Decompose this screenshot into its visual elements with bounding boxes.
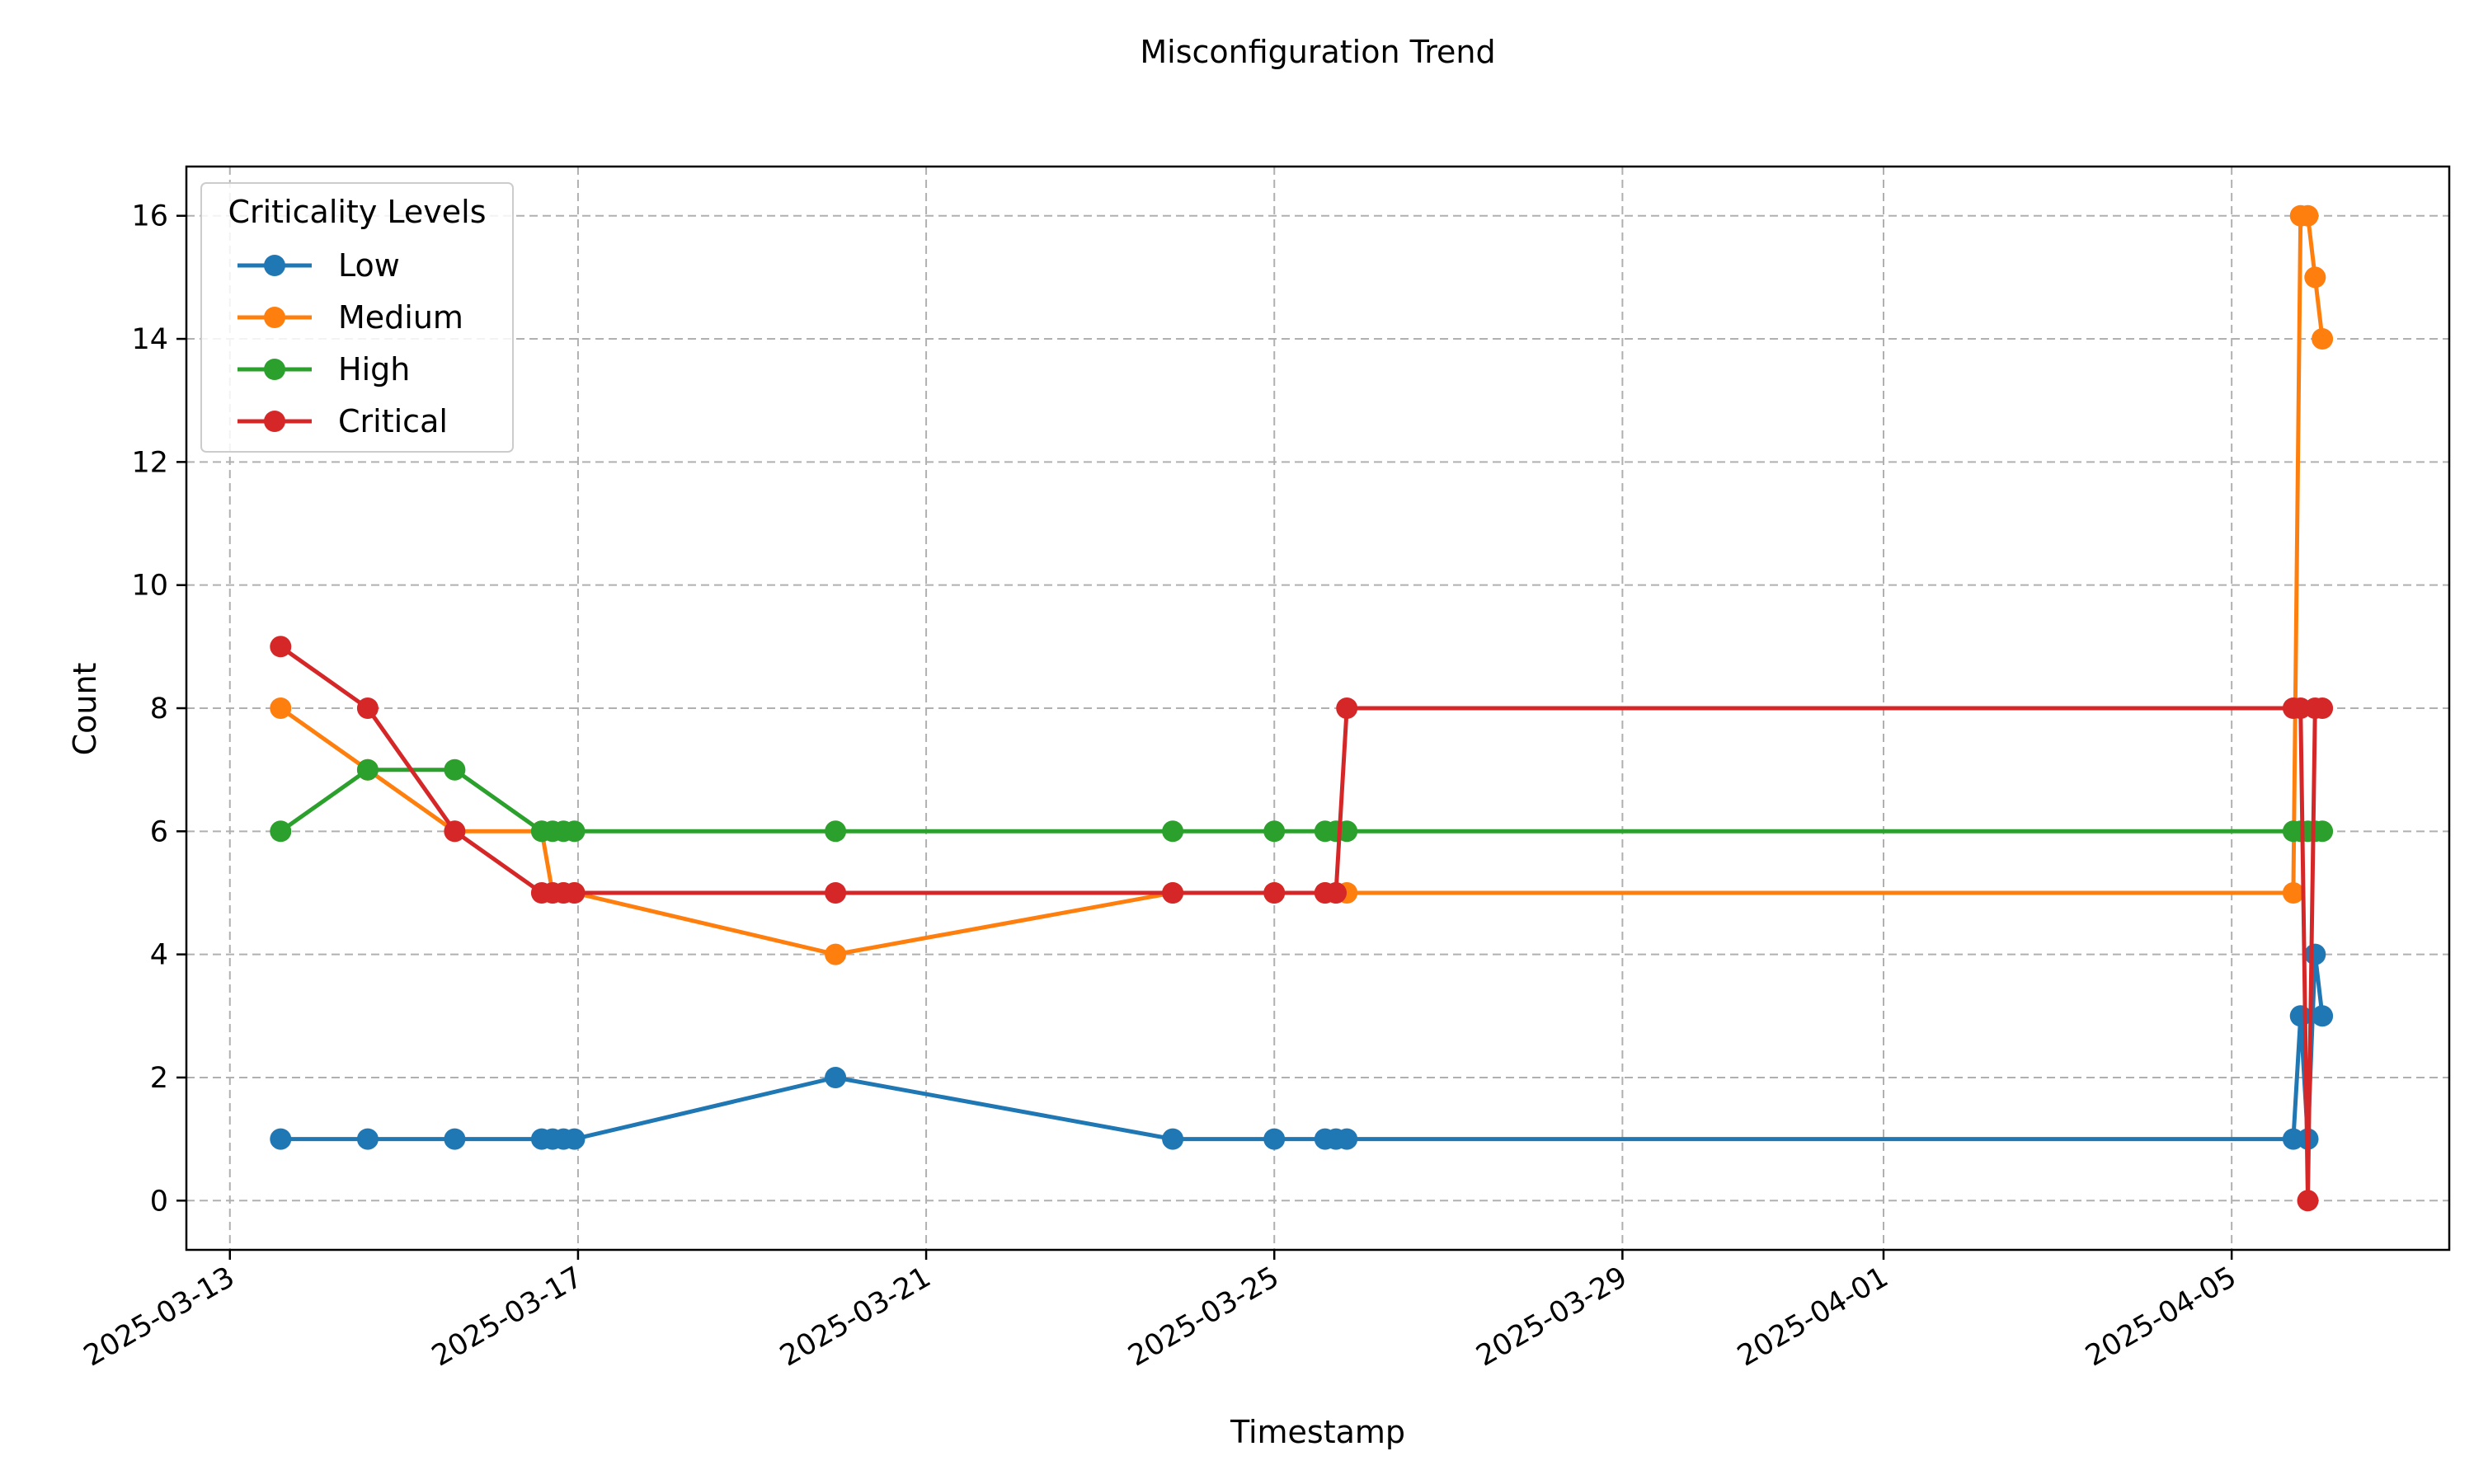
data-point-critical — [270, 636, 292, 658]
legend-title: Criticality Levels — [228, 194, 486, 230]
data-point-critical — [2297, 1190, 2319, 1212]
data-point-low — [1263, 1128, 1286, 1150]
legend-label: Critical — [338, 403, 448, 439]
x-axis: 2025-03-13 2025-03-17 2025-03-21 2025-03-25… — [78, 1250, 2242, 1373]
data-point-high — [444, 758, 466, 781]
data-point-high — [825, 820, 847, 843]
legend-entry-medium: Medium — [238, 299, 463, 336]
data-point-high — [356, 758, 379, 781]
series-low — [270, 943, 2334, 1150]
legend: Criticality Levels Low Medium High Critical — [200, 182, 514, 453]
data-point-critical — [1336, 697, 1358, 719]
x-tick-label: 2025-03-21 — [774, 1261, 936, 1373]
y-tick-label: 2 — [150, 1062, 168, 1095]
legend-label: Medium — [338, 299, 463, 336]
series-line-low — [280, 952, 2325, 1142]
legend-entry-critical: Critical — [238, 403, 448, 439]
data-point-high — [1162, 820, 1184, 843]
data-point-low — [2289, 1005, 2312, 1027]
data-point-critical — [1162, 882, 1184, 904]
legend-swatch-marker — [264, 307, 285, 328]
legend-box — [200, 182, 514, 453]
data-point-low — [270, 1128, 292, 1150]
series-critical — [270, 636, 2334, 1212]
data-point-critical — [2312, 697, 2334, 719]
legend-swatch-marker — [264, 359, 285, 380]
series-line-critical — [279, 645, 2323, 1203]
series-high — [270, 758, 2334, 843]
series-layer — [270, 204, 2334, 1212]
data-point-critical — [563, 882, 586, 904]
legend-label: Low — [338, 247, 400, 284]
data-point-low — [2312, 1005, 2334, 1027]
legend-swatch-marker — [264, 255, 285, 276]
data-point-low — [2304, 943, 2326, 965]
data-point-medium — [2304, 266, 2326, 289]
data-point-critical — [825, 882, 847, 904]
data-point-critical — [1263, 882, 1286, 904]
data-point-critical — [444, 820, 466, 843]
data-point-high — [2312, 820, 2334, 843]
data-point-low — [356, 1128, 379, 1150]
y-tick-label: 14 — [131, 323, 168, 356]
y-axis: 0 2 4 6 8 10 12 14 16 — [131, 200, 186, 1218]
y-tick-label: 6 — [150, 815, 168, 848]
chart-title: Misconfiguration Trend — [1140, 34, 1495, 70]
x-tick-label: 2025-03-29 — [1471, 1261, 1633, 1373]
series-line-high — [279, 768, 2323, 834]
x-tick-label: 2025-03-25 — [1123, 1261, 1285, 1373]
x-axis-label: Timestamp — [1230, 1414, 1405, 1450]
x-tick-label: 2025-03-13 — [78, 1261, 240, 1373]
data-point-medium — [825, 943, 847, 965]
data-point-low — [1162, 1128, 1184, 1150]
data-point-high — [1263, 820, 1286, 843]
legend-entry-low: Low — [238, 247, 400, 284]
data-point-critical — [356, 697, 379, 719]
y-tick-label: 16 — [131, 200, 168, 233]
data-point-low — [825, 1067, 847, 1088]
y-tick-label: 0 — [150, 1185, 168, 1218]
x-tick-label: 2025-04-01 — [1732, 1261, 1893, 1373]
y-tick-label: 10 — [131, 570, 168, 603]
legend-label: High — [338, 351, 410, 387]
y-tick-label: 8 — [150, 693, 168, 726]
data-point-medium — [2282, 882, 2304, 904]
data-point-high — [563, 820, 586, 843]
data-point-medium — [270, 697, 292, 719]
y-tick-label: 12 — [131, 446, 168, 479]
data-point-low — [444, 1128, 466, 1150]
data-point-critical — [1325, 882, 1347, 904]
data-point-medium — [2297, 204, 2319, 227]
data-point-high — [270, 820, 292, 843]
data-point-medium — [2312, 328, 2334, 350]
data-point-low — [563, 1128, 586, 1150]
y-tick-label: 4 — [150, 939, 168, 972]
data-point-low — [1336, 1128, 1358, 1150]
x-tick-label: 2025-03-17 — [426, 1261, 588, 1373]
y-axis-label: Count — [67, 663, 103, 756]
legend-entry-high: High — [238, 351, 410, 387]
x-tick-label: 2025-04-05 — [2080, 1261, 2241, 1373]
legend-swatch-marker — [264, 411, 285, 432]
